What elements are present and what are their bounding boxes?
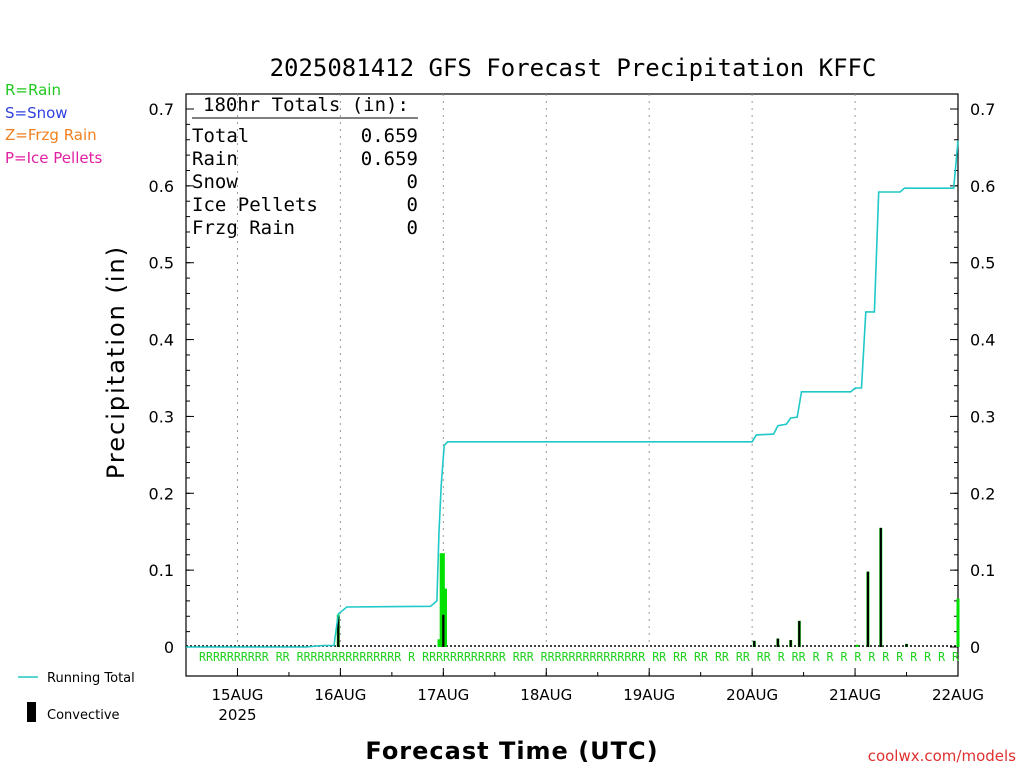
y-tick-label-right: 0.2 <box>970 484 995 503</box>
totals-row-label: Rain <box>192 148 238 170</box>
convective-bar <box>905 643 908 647</box>
x-tick-label: 16AUG <box>314 686 366 704</box>
y-axis-right: 0 0.1 0.2 0.3 0.4 0.5 0.6 0.7 <box>950 100 995 657</box>
rain-bar <box>855 644 859 647</box>
totals-row-label: Ice Pellets <box>192 194 318 216</box>
x-tick-label: 18AUG <box>520 686 572 704</box>
y-axis-label: Precipitation (in) <box>102 245 130 479</box>
totals-row-value: 0 <box>407 194 418 216</box>
running-total-line <box>186 140 959 648</box>
convective-bar <box>866 571 870 647</box>
running-total-series <box>186 140 959 648</box>
totals-row-value: 0.659 <box>361 125 418 147</box>
y-tick-label-right: 0 <box>970 638 980 657</box>
y-tick-label-right: 0.1 <box>970 561 995 580</box>
rain-bar <box>956 598 960 647</box>
totals-row-value: 0 <box>407 171 418 193</box>
ptype-strip-text: RRRRRRRRRR RR RRRRRRRRRRRRRRR R RRRRRRRR… <box>199 650 960 664</box>
ptype-legend-frzg-rain: Z=Frzg Rain <box>5 126 97 144</box>
y-tick-label-left: 0.3 <box>149 407 174 426</box>
convective-bar <box>776 638 779 647</box>
y-tick-label-right: 0.5 <box>970 254 995 273</box>
y-tick-label-right: 0.3 <box>970 407 995 426</box>
ptype-legend-snow: S=Snow <box>5 104 68 122</box>
rain-bar <box>437 639 441 647</box>
totals-row-label: Total <box>192 125 249 147</box>
plot-frame <box>185 93 959 677</box>
bars <box>336 527 960 647</box>
totals-heading: 180hr Totals (in): <box>203 94 409 116</box>
convective-bar <box>753 640 756 647</box>
y-tick-label-left: 0 <box>164 638 174 657</box>
y-tick-label-left: 0.1 <box>149 561 174 580</box>
bottom-legend: Running Total Convective <box>18 671 135 723</box>
totals-row-label: Snow <box>192 171 238 193</box>
y-tick-label-left: 0.2 <box>149 484 174 503</box>
convective-legend-label: Convective <box>47 708 120 723</box>
convective-bar <box>798 620 801 647</box>
ptype-legend-ice-pellets: P=Ice Pellets <box>5 149 103 167</box>
convective-bar <box>789 640 792 647</box>
chart-title: 2025081412 GFS Forecast Precipitation KF… <box>270 54 877 82</box>
y-tick-label-right: 0.7 <box>970 100 995 119</box>
x-axis-label: Forecast Time (UTC) <box>365 737 658 765</box>
x-tick-label: 20AUG <box>726 686 778 704</box>
running-total-legend-label: Running Total <box>47 671 135 686</box>
x-axis: 15AUG 2025 16AUG 17AUG 18AUG 19AUG 20AUG 21AUG 2… <box>185 668 984 724</box>
credit-text: coolwx.com/models <box>868 747 1016 765</box>
convective-bar <box>442 614 445 647</box>
convective-swatch <box>27 702 36 722</box>
y-tick-label-right: 0.4 <box>970 331 995 350</box>
ptype-legend-rain: R=Rain <box>5 81 61 99</box>
totals-row-value: 0.659 <box>361 148 418 170</box>
y-tick-label-left: 0.4 <box>149 331 174 350</box>
x-tick-label: 15AUG <box>211 686 263 704</box>
rain-bar <box>441 553 445 647</box>
x-tick-sublabel: 2025 <box>218 706 256 724</box>
y-tick-label-left: 0.6 <box>149 177 174 196</box>
rain-bar <box>443 588 447 647</box>
y-tick-label-right: 0.6 <box>970 177 995 196</box>
y-axis-left: 0 0.1 0.2 0.3 0.4 0.5 0.6 0.7 <box>149 100 194 657</box>
convective-bar <box>337 616 340 647</box>
convective-bar <box>879 527 882 647</box>
totals-row-label: Frzg Rain <box>192 217 295 239</box>
totals-box: 180hr Totals (in): Total 0.659 Rain 0.659 Sn… <box>192 94 418 239</box>
x-tick-label: 19AUG <box>623 686 675 704</box>
totals-row-value: 0 <box>407 217 418 239</box>
rain-bar <box>439 553 443 647</box>
gridlines <box>236 94 856 646</box>
x-tick-label: 17AUG <box>417 686 469 704</box>
y-tick-label-left: 0.7 <box>149 100 174 119</box>
y-tick-label-left: 0.5 <box>149 254 174 273</box>
x-tick-label: 21AUG <box>829 686 881 704</box>
x-tick-label: 22AUG <box>932 686 984 704</box>
